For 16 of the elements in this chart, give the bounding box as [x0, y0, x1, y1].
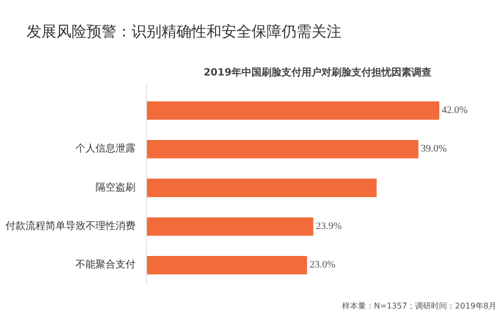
chart-subtitle: 2019年中国刷脸支付用户对刷脸支付担忧因素调查	[204, 66, 432, 78]
bar	[146, 256, 308, 274]
y-tick-label: 个人信息泄露	[76, 142, 136, 155]
data-label: 23.9%	[316, 221, 342, 232]
bar	[146, 101, 440, 120]
bar	[146, 217, 314, 236]
chart-title: 发展风险预警：识别精确性和安全保障仍需关注	[26, 22, 342, 40]
bar	[146, 140, 418, 158]
y-tick-label: 隔空盗刷	[96, 181, 136, 194]
data-label: 42.0%	[442, 105, 468, 116]
y-tick-label: 不能聚合支付	[76, 258, 136, 271]
y-tick-label: 付款流程简单导致不理性消费	[6, 220, 136, 232]
text: 样本量：N=1357；调研时间：2019年8月	[342, 302, 497, 310]
data-label: 23.0%	[310, 260, 336, 271]
data-label: 39.0%	[420, 144, 447, 155]
bar	[146, 178, 377, 198]
